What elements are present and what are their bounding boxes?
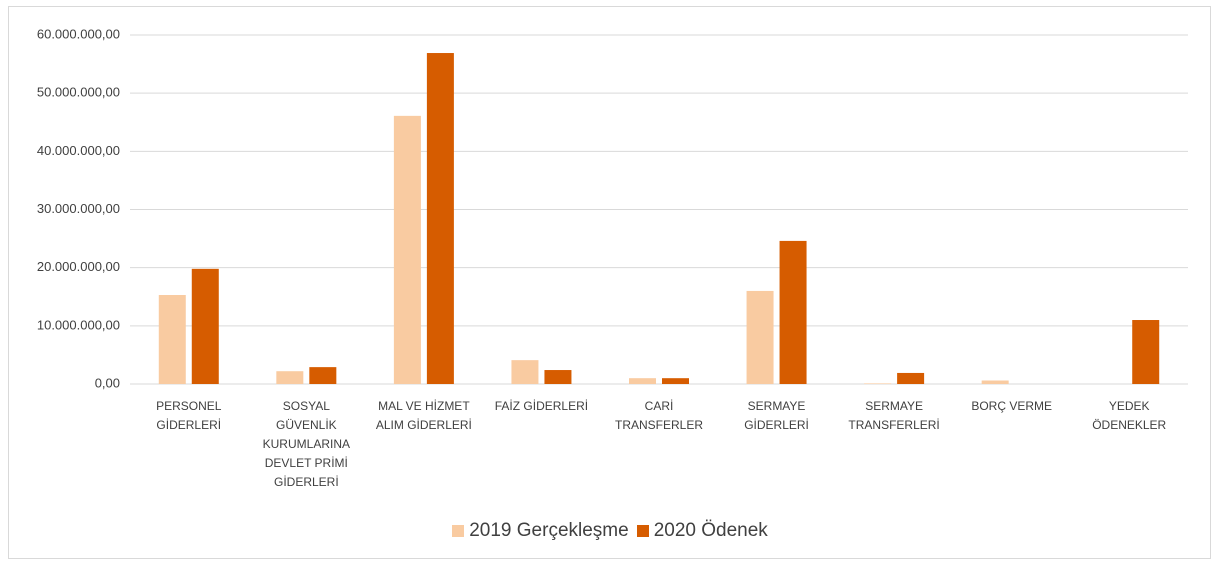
- y-tick-label: 40.000.000,00: [37, 143, 120, 158]
- legend-item: 2019 Gerçekleşme: [452, 520, 629, 542]
- y-tick-label: 50.000.000,00: [37, 85, 120, 100]
- legend-swatch: [452, 525, 465, 537]
- bar: [779, 240, 807, 384]
- bar: [191, 268, 219, 384]
- y-tick-label: 60.000.000,00: [37, 26, 120, 41]
- bar: [426, 53, 454, 384]
- legend: 2019 Gerçekleşme 2020 Ödenek: [0, 520, 1220, 543]
- x-tick-label: PERSONEL GİDERLERİ: [156, 399, 222, 432]
- y-tick-label: 0,00: [95, 375, 120, 390]
- chart-frame: [8, 6, 1211, 559]
- x-tick-label: CARİ TRANSFERLER: [614, 399, 703, 432]
- x-tick-label: FAİZ GİDERLERİ: [494, 399, 589, 413]
- bar: [629, 378, 656, 384]
- bar: [309, 367, 337, 384]
- bar: [981, 380, 1009, 384]
- legend-label: 2020 Ödenek: [653, 520, 768, 541]
- legend-label: 2019 Gerçekleşme: [469, 520, 629, 541]
- x-tick-label: SERMAYE TRANSFERLERİ: [848, 399, 940, 432]
- bar: [276, 371, 304, 384]
- bar: [511, 360, 539, 384]
- legend-swatch: [636, 525, 649, 537]
- x-tick-label: YEDEK ÖDENEKLER: [1092, 399, 1167, 432]
- y-tick-label: 30.000.000,00: [37, 201, 120, 216]
- bar: [544, 370, 572, 384]
- bar: [746, 290, 774, 384]
- x-tick-label: BORÇ VERME: [971, 399, 1052, 413]
- x-tick-label: MAL VE HİZMET ALIM GİDERLERİ: [375, 399, 472, 432]
- x-tick-label: SERMAYE GİDERLERİ: [744, 399, 809, 432]
- y-tick-label: 10.000.000,00: [37, 317, 120, 332]
- bar: [897, 372, 925, 384]
- y-tick-label: 20.000.000,00: [37, 259, 120, 274]
- bar: [864, 383, 892, 384]
- bar: [158, 295, 186, 384]
- x-tick-label: SOSYAL GÜVENLİK KURUMLARINA DEVLET PRİMİ…: [262, 399, 350, 489]
- legend-item: 2020 Ödenek: [636, 520, 768, 542]
- bar: [1132, 320, 1160, 384]
- bar: [662, 378, 689, 384]
- bar: [393, 115, 421, 384]
